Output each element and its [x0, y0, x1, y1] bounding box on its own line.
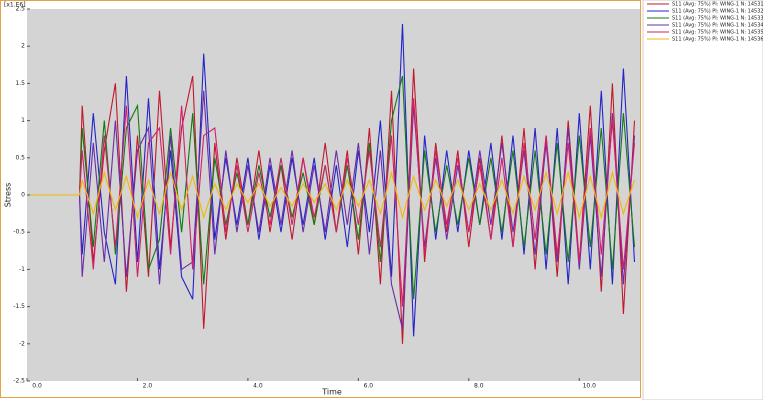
x-tick-label: 8.0	[474, 383, 484, 390]
y-tick-label: 1.5	[15, 80, 25, 87]
legend-label: S11 (Avg: 75%) PI: WING-1 N: 14532	[672, 9, 763, 15]
y-tick-label: 2	[21, 43, 25, 50]
series-line	[27, 170, 636, 220]
series-line	[27, 90, 636, 330]
x-tick-label: 0.0	[32, 383, 42, 390]
series-line	[27, 98, 636, 307]
y-tick-label: 2.5	[15, 6, 25, 13]
y-unit: [x1.E6]	[4, 2, 26, 9]
plot-background	[27, 9, 640, 381]
x-tick-label: 4.0	[253, 383, 263, 390]
x-tick-label: 10.0	[583, 383, 597, 390]
legend-label: S11 (Avg: 75%) PI: WING-1 N: 14536	[672, 37, 763, 43]
legend-label: S11 (Avg: 75%) PI: WING-1 N: 14531	[672, 2, 763, 8]
plot-area	[27, 9, 640, 381]
y-tick-label: -1	[19, 266, 25, 273]
legend-label: S11 (Avg: 75%) PI: WING-1 N: 14533	[672, 16, 763, 22]
y-tick-label: -2.5	[13, 378, 25, 385]
legend-panel	[642, 0, 763, 401]
series-line	[27, 68, 636, 344]
x-axis-label: Time	[321, 388, 342, 397]
x-tick-label: 6.0	[364, 383, 374, 390]
y-tick-label: -0.5	[13, 229, 25, 236]
x-tick-label: 2.0	[143, 383, 153, 390]
y-tick-label: 1	[21, 117, 25, 124]
series-line	[27, 23, 636, 337]
series-line	[27, 75, 636, 300]
y-tick-label: 0	[21, 192, 25, 199]
y-tick-label: -2	[19, 340, 25, 347]
y-tick-label: 0.5	[15, 154, 25, 161]
y-axis-label: Stress	[4, 183, 13, 208]
legend-label: S11 (Avg: 75%) PI: WING-1 N: 14535	[672, 30, 763, 36]
y-tick-label: -1.5	[13, 303, 25, 310]
legend-label: S11 (Avg: 75%) PI: WING-1 N: 14534	[672, 23, 763, 29]
